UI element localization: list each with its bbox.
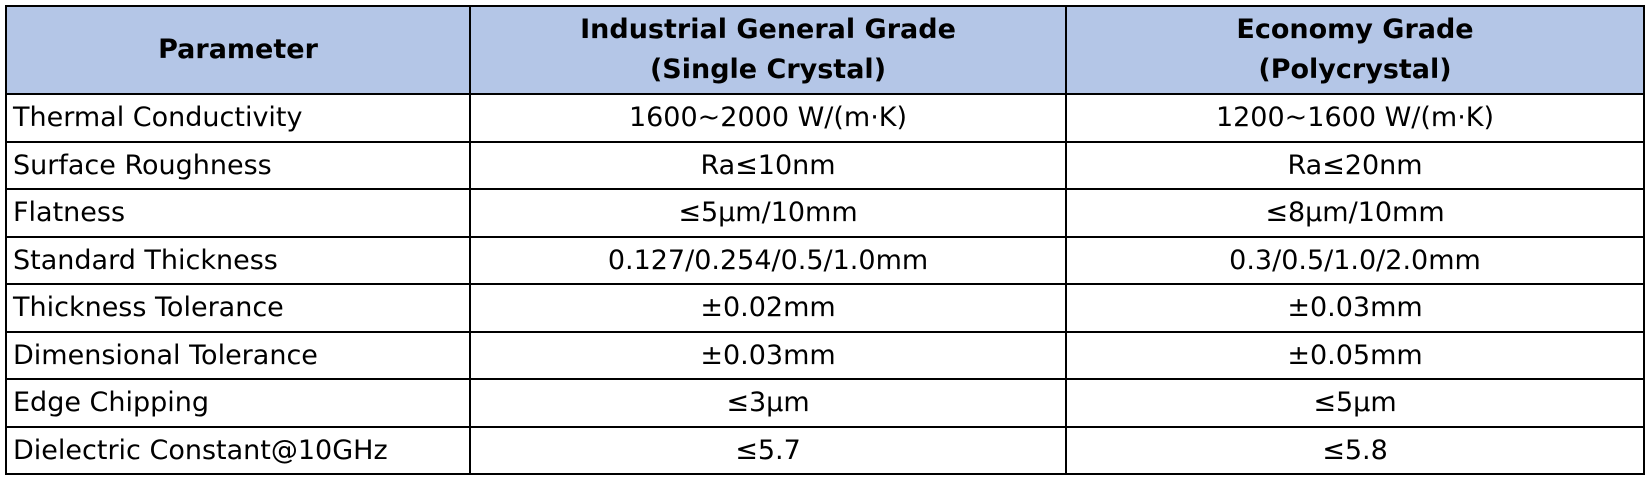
value-cell: Ra≤10nm — [469, 140, 1067, 190]
value-cell: ±0.05mm — [1065, 330, 1645, 380]
parameter-cell: Edge Chipping — [5, 378, 471, 428]
header-cell: Parameter — [5, 5, 471, 95]
parameter-cell: Standard Thickness — [5, 235, 471, 285]
table-row: Flatness ≤5μm/10mm ≤8μm/10mm — [5, 188, 1645, 238]
parameter-cell: Dielectric Constant@10GHz — [5, 425, 471, 475]
header-text: Industrial General Grade — [580, 14, 956, 45]
value-cell: 1600~2000 W/(m·K) — [469, 93, 1067, 143]
value-cell: Ra≤20nm — [1065, 140, 1645, 190]
table-row: Thickness Tolerance ±0.02mm ±0.03mm — [5, 283, 1645, 333]
value-cell: 0.3/0.5/1.0/2.0mm — [1065, 235, 1645, 285]
value-cell: 1200~1600 W/(m·K) — [1065, 93, 1645, 143]
spec-table: Parameter Industrial General Grade (Single… — [5, 5, 1645, 475]
header-text: Parameter — [158, 34, 318, 65]
header-text: (Single Crystal) — [649, 54, 887, 85]
value-cell: ±0.03mm — [469, 330, 1067, 380]
parameter-cell: Dimensional Tolerance — [5, 330, 471, 380]
parameter-cell: Thickness Tolerance — [5, 283, 471, 333]
header-text: (Polycrystal) — [1258, 54, 1452, 85]
table-body: Thermal Conductivity 1600~2000 W/(m·K) 120… — [5, 93, 1645, 475]
header-cell: Economy Grade (Polycrystal) — [1065, 5, 1645, 95]
table-row: Edge Chipping ≤3μm ≤5μm — [5, 378, 1645, 428]
parameter-cell: Surface Roughness — [5, 140, 471, 190]
value-cell: ≤8μm/10mm — [1065, 188, 1645, 238]
value-cell: ±0.03mm — [1065, 283, 1645, 333]
table-header: Parameter Industrial General Grade (Single… — [5, 5, 1645, 95]
value-cell: 0.127/0.254/0.5/1.0mm — [469, 235, 1067, 285]
parameter-cell: Thermal Conductivity — [5, 93, 471, 143]
value-cell: ±0.02mm — [469, 283, 1067, 333]
value-cell: ≤5μm/10mm — [469, 188, 1067, 238]
table-row: Dimensional Tolerance ±0.03mm ±0.05mm — [5, 330, 1645, 380]
table-row: Standard Thickness 0.127/0.254/0.5/1.0mm 0… — [5, 235, 1645, 285]
header-text: Economy Grade — [1236, 14, 1474, 45]
header-cell: Industrial General Grade (Single Crystal) — [469, 5, 1067, 95]
value-cell: ≤5.7 — [469, 425, 1067, 475]
table-row: Dielectric Constant@10GHz ≤5.7 ≤5.8 — [5, 425, 1645, 475]
value-cell: ≤3μm — [469, 378, 1067, 428]
table-row: Surface Roughness Ra≤10nm Ra≤20nm — [5, 140, 1645, 190]
value-cell: ≤5μm — [1065, 378, 1645, 428]
header-row: Parameter Industrial General Grade (Single… — [5, 5, 1645, 95]
table-row: Thermal Conductivity 1600~2000 W/(m·K) 120… — [5, 93, 1645, 143]
parameter-cell: Flatness — [5, 188, 471, 238]
value-cell: ≤5.8 — [1065, 425, 1645, 475]
